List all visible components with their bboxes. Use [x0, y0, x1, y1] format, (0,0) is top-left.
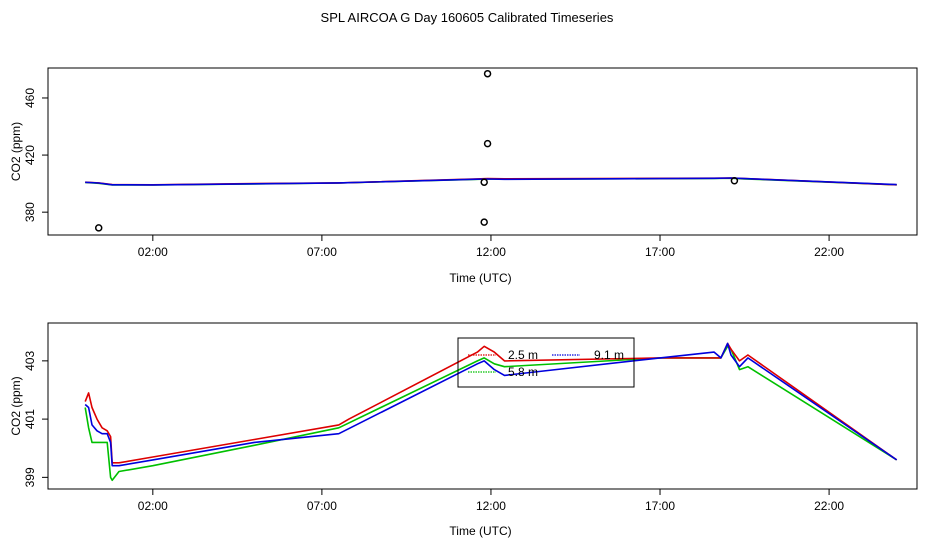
legend: 2.5 m 9.1 m 5.8 m — [457, 337, 635, 388]
scatter-point — [94, 224, 103, 232]
y-tick-label: 399 — [23, 467, 37, 487]
x-tick-label: 07:00 — [307, 499, 337, 513]
series-line-blue — [85, 177, 897, 186]
lower-panel-line: 02:00 07:00 12:00 17:00 22:00 399 401 403 Time (… — [9, 322, 918, 538]
legend-box — [457, 337, 635, 388]
scatter-point — [480, 218, 488, 226]
upper-panel-scatter: 02:00 07:00 12:00 17:00 22:00 380 420 460 Time (… — [9, 67, 918, 285]
plot-frame — [47, 322, 918, 490]
scatter-point — [483, 69, 492, 78]
y-tick-label: 401 — [23, 409, 37, 429]
legend-label: 9.1 m — [594, 348, 624, 362]
x-tick-label: 12:00 — [476, 499, 506, 513]
y-tick-label: 420 — [23, 145, 37, 165]
x-axis-label: Time (UTC) — [449, 524, 511, 538]
legend-label: 2.5 m — [508, 348, 538, 362]
y-tick-label: 403 — [23, 351, 37, 371]
x-tick-label: 02:00 — [138, 499, 168, 513]
scatter-point — [480, 178, 488, 186]
x-tick-label: 12:00 — [476, 245, 506, 259]
chart-title: SPL AIRCOA G Day 160605 Calibrated Times… — [321, 10, 614, 25]
plot-frame — [47, 67, 918, 236]
x-tick-label: 02:00 — [138, 245, 168, 259]
x-tick-label: 17:00 — [645, 245, 675, 259]
x-axis-label: Time (UTC) — [449, 271, 511, 285]
x-tick-label: 22:00 — [814, 499, 844, 513]
legend-label: 5.8 m — [508, 365, 538, 379]
y-tick-label: 460 — [23, 88, 37, 108]
series-line-blue — [84, 342, 898, 467]
y-axis-label: CO2 (ppm) — [9, 122, 23, 181]
scatter-point — [730, 177, 739, 185]
x-tick-label: 17:00 — [645, 499, 675, 513]
x-tick-label: 07:00 — [307, 245, 337, 259]
scatter-point — [483, 139, 492, 148]
y-tick-label: 380 — [23, 202, 37, 222]
x-tick-label: 22:00 — [814, 245, 844, 259]
y-axis-label: CO2 (ppm) — [9, 376, 23, 435]
